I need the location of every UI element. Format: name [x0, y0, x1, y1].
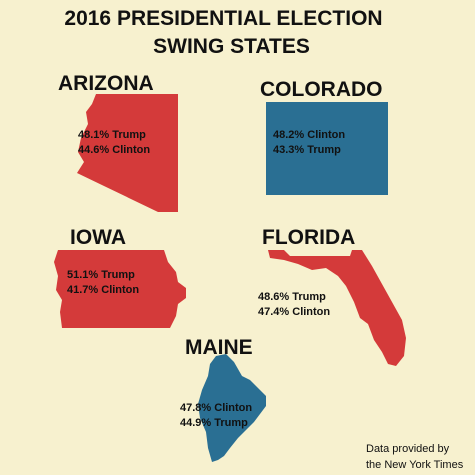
arizona-result-line2: 44.6% Clinton — [78, 144, 151, 156]
arizona-shape[interactable] — [77, 94, 178, 212]
colorado-result-line2: 43.3% Trump — [273, 144, 341, 156]
florida-result-line2: 47.4% Clinton — [258, 306, 331, 318]
state-name-maine: MAINE — [185, 336, 253, 359]
colorado-result-line1: 48.2% Clinton — [273, 129, 346, 141]
page-title: 2016 PRESIDENTIAL ELECTION — [64, 7, 383, 30]
data-credit: Data provided by the New York Times — [366, 441, 463, 473]
maine-result-line1: 47.8% Clinton — [180, 402, 253, 414]
colorado-shape[interactable] — [266, 102, 388, 195]
iowa-result-line1: 51.1% Trump — [67, 269, 135, 281]
state-name-iowa: IOWA — [70, 226, 126, 249]
florida-shape[interactable] — [268, 250, 406, 366]
iowa-result-line2: 41.7% Clinton — [67, 284, 140, 296]
data-credit-line1: Data provided by — [366, 443, 450, 455]
state-name-colorado: COLORADO — [260, 78, 383, 101]
page-subtitle: SWING STATES — [153, 35, 310, 58]
maine-result-line2: 44.9% Trump — [180, 417, 248, 429]
maine-shape[interactable] — [198, 354, 266, 462]
iowa-shape[interactable] — [54, 250, 186, 328]
state-name-florida: FLORIDA — [262, 226, 356, 249]
data-credit-line2: the New York Times — [366, 459, 464, 471]
state-name-arizona: ARIZONA — [58, 72, 154, 95]
arizona-result-line1: 48.1% Trump — [78, 129, 146, 141]
florida-result-line1: 48.6% Trump — [258, 291, 326, 303]
